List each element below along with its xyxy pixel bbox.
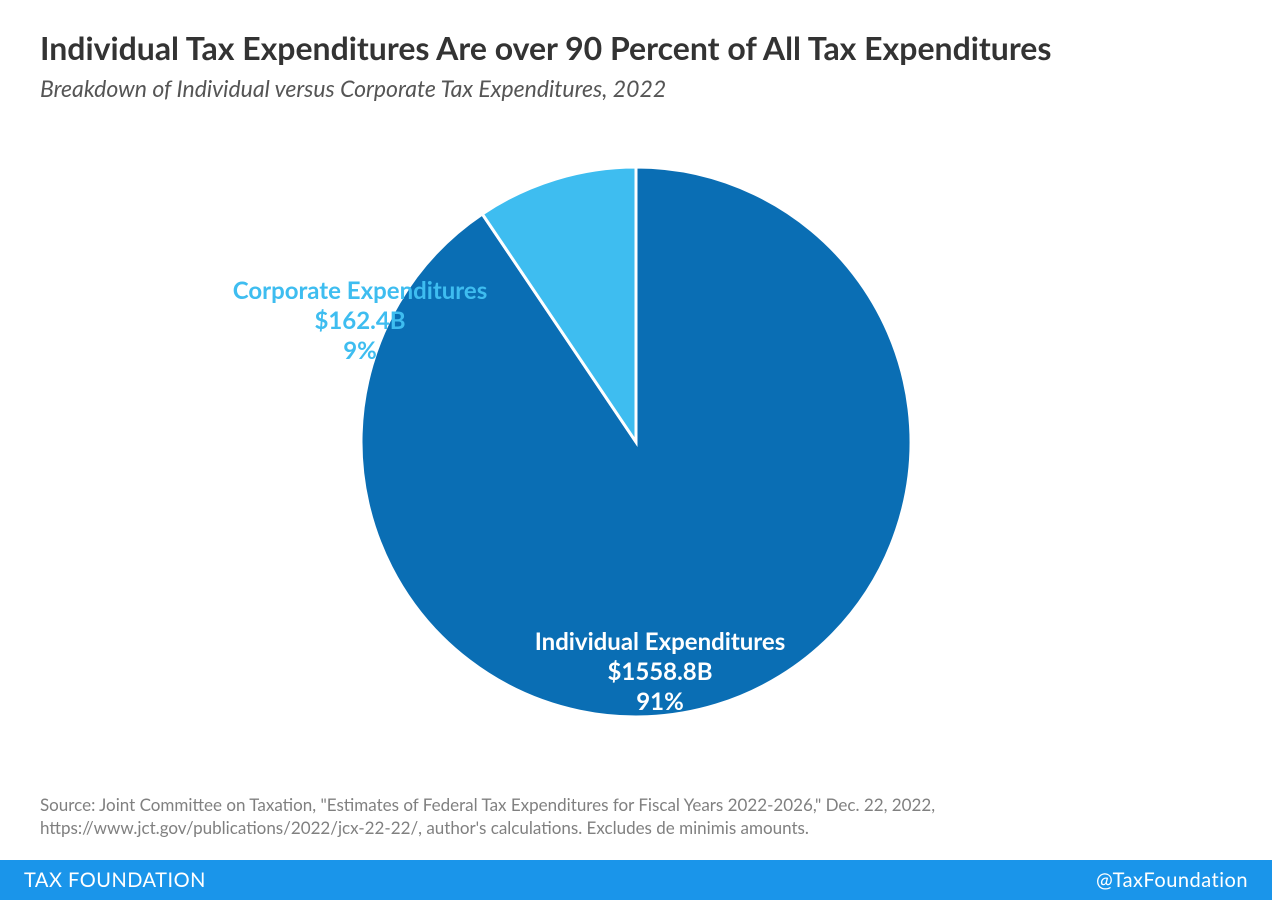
- footer-handle: @TaxFoundation: [1096, 868, 1248, 892]
- slice-label-individual: Individual Expenditures $1558.8B 91%: [500, 627, 820, 717]
- chart-subtitle: Breakdown of Individual versus Corporate…: [40, 74, 1232, 102]
- slice-value: $1558.8B: [500, 657, 820, 687]
- slice-value: $162.4B: [200, 306, 520, 336]
- source-note: Source: Joint Committee on Taxation, "Es…: [40, 794, 1232, 840]
- slice-percent: 91%: [500, 687, 820, 717]
- slice-percent: 9%: [200, 336, 520, 366]
- slice-label-corporate: Corporate Expenditures $162.4B 9%: [200, 276, 520, 366]
- footer-org: TAX FOUNDATION: [24, 868, 206, 892]
- chart-title: Individual Tax Expenditures Are over 90 …: [40, 28, 1232, 68]
- slice-name: Individual Expenditures: [500, 627, 820, 657]
- slice-name: Corporate Expenditures: [200, 276, 520, 306]
- footer-bar: TAX FOUNDATION @TaxFoundation: [0, 860, 1272, 900]
- chart-area: Corporate Expenditures $162.4B 9% Indivi…: [0, 102, 1272, 742]
- header: Individual Tax Expenditures Are over 90 …: [0, 0, 1272, 102]
